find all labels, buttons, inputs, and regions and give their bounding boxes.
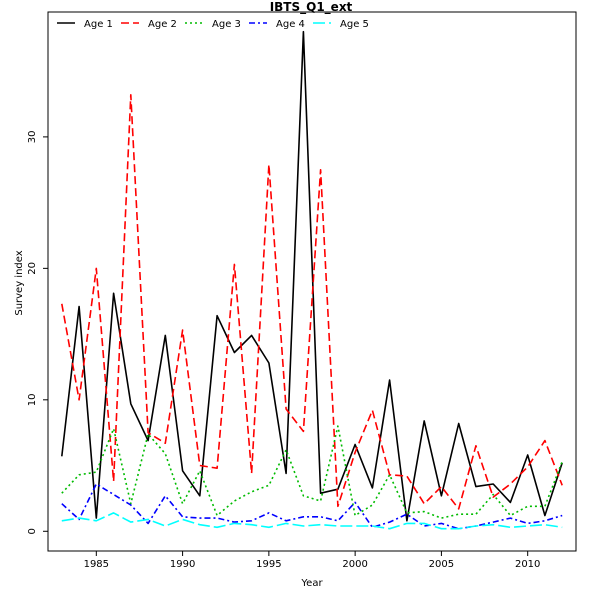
series-line-age-2 — [61, 94, 563, 510]
x-tick-label: 2000 — [342, 559, 367, 570]
series-line-age-3 — [61, 425, 563, 519]
legend-label-age-4: Age 4 — [276, 19, 305, 30]
series-line-age-4 — [61, 483, 563, 530]
y-tick-label: 10 — [27, 393, 38, 406]
y-tick-label: 30 — [27, 131, 38, 144]
x-tick-label: 1985 — [84, 559, 109, 570]
y-axis-label: Survey index — [14, 250, 25, 315]
legend-label-age-5: Age 5 — [340, 19, 369, 30]
series-line-age-5 — [61, 512, 563, 530]
chart-title: IBTS_Q1_ext — [270, 0, 353, 15]
x-tick-label: 2010 — [515, 559, 540, 570]
x-tick-label: 2005 — [429, 559, 454, 570]
y-tick-label: 0 — [27, 528, 38, 534]
legend: Age 1 Age 2 Age 3 Age 4 Age 5 — [57, 19, 369, 30]
plot-area — [61, 30, 563, 530]
x-tick-label: 1990 — [170, 559, 195, 570]
axes: 1985 1990 1995 2000 2005 2010 0 10 20 30 — [27, 11, 577, 570]
legend-label-age-3: Age 3 — [212, 19, 241, 30]
legend-label-age-2: Age 2 — [148, 19, 177, 30]
x-tick-label: 1995 — [256, 559, 281, 570]
y-tick-label: 20 — [27, 262, 38, 275]
plot-frame — [47, 11, 577, 552]
x-axis-label: Year — [300, 578, 323, 589]
legend-label-age-1: Age 1 — [84, 19, 113, 30]
series-line-age-1 — [61, 30, 563, 522]
